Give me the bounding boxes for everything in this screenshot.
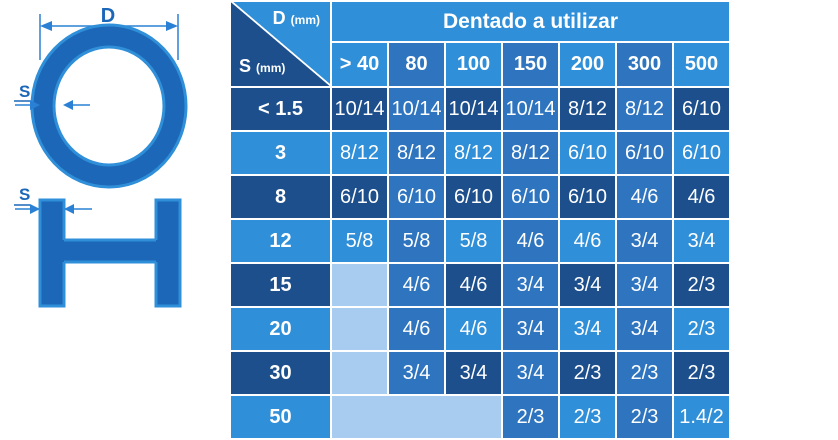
column-header: 150 (503, 43, 558, 86)
table-row: 15 4/6 4/6 3/4 3/4 3/4 2/3 (231, 264, 729, 306)
table-title: Dentado a utilizar (332, 2, 729, 41)
saw-tooth-table: D (mm) S (mm) Dentado a utilizar > 40 80 1… (229, 0, 731, 440)
value-cell: 3/4 (617, 220, 672, 262)
column-header: 500 (674, 43, 729, 86)
empty-cell (332, 264, 387, 306)
row-header: < 1.5 (231, 88, 330, 130)
value-cell: 6/10 (617, 132, 672, 174)
value-cell: 3/4 (560, 308, 615, 350)
value-cell: 3/4 (674, 220, 729, 262)
value-cell: 1.4/2 (674, 396, 729, 438)
value-cell: 3/4 (503, 264, 558, 306)
table-row: 12 5/8 5/8 5/8 4/6 4/6 3/4 3/4 (231, 220, 729, 262)
column-header: 200 (560, 43, 615, 86)
value-cell: 8/12 (332, 132, 387, 174)
value-cell: 8/12 (617, 88, 672, 130)
corner-s: S (mm) (239, 56, 286, 76)
value-cell: 10/14 (389, 88, 444, 130)
corner-d: D (mm) (272, 8, 320, 28)
profile-thickness-marker: S (14, 185, 92, 214)
empty-cell (332, 396, 501, 438)
value-cell: 2/3 (560, 352, 615, 394)
value-cell: 3/4 (389, 352, 444, 394)
h-profile (38, 198, 182, 308)
value-cell: 5/8 (332, 220, 387, 262)
row-header: 8 (231, 176, 330, 218)
value-cell: 6/10 (674, 132, 729, 174)
value-cell: 3/4 (503, 308, 558, 350)
corner-header: D (mm) S (mm) (231, 2, 330, 86)
value-cell: 6/10 (560, 176, 615, 218)
column-header: 100 (446, 43, 501, 86)
profile-thickness-label: S (19, 185, 30, 204)
row-header: 20 (231, 308, 330, 350)
tube-ring (30, 23, 188, 189)
table-row: 20 4/6 4/6 3/4 3/4 3/4 2/3 (231, 308, 729, 350)
value-cell: 6/10 (503, 176, 558, 218)
value-cell: 4/6 (560, 220, 615, 262)
value-cell: 5/8 (446, 220, 501, 262)
row-header: 50 (231, 396, 330, 438)
row-header: 12 (231, 220, 330, 262)
value-cell: 6/10 (560, 132, 615, 174)
value-cell: 3/4 (560, 264, 615, 306)
column-header: 80 (389, 43, 444, 86)
value-cell: 2/3 (617, 396, 672, 438)
value-cell: 2/3 (503, 396, 558, 438)
value-cell: 4/6 (446, 264, 501, 306)
value-cell: 8/12 (389, 132, 444, 174)
value-cell: 8/12 (503, 132, 558, 174)
value-cell: 6/10 (674, 88, 729, 130)
value-cell: 8/12 (446, 132, 501, 174)
value-cell: 4/6 (446, 308, 501, 350)
tube-thickness-marker: S (14, 82, 90, 110)
value-cell: 5/8 (389, 220, 444, 262)
column-header: > 40 (332, 43, 387, 86)
table-row: < 1.5 10/14 10/14 10/14 10/14 8/12 8/12 6/10 (231, 88, 729, 130)
value-cell: 2/3 (560, 396, 615, 438)
tube-thickness-label: S (19, 82, 30, 101)
value-cell: 8/12 (560, 88, 615, 130)
value-cell: 2/3 (674, 264, 729, 306)
value-cell: 3/4 (446, 352, 501, 394)
value-cell: 4/6 (617, 176, 672, 218)
value-cell: 4/6 (389, 264, 444, 306)
value-cell: 10/14 (332, 88, 387, 130)
value-cell: 6/10 (446, 176, 501, 218)
value-cell: 10/14 (446, 88, 501, 130)
value-cell: 3/4 (503, 352, 558, 394)
value-cell: 2/3 (674, 352, 729, 394)
table-row: 50 2/3 2/3 2/3 1.4/2 (231, 396, 729, 438)
value-cell: 2/3 (674, 308, 729, 350)
row-header: 15 (231, 264, 330, 306)
value-cell: 2/3 (617, 352, 672, 394)
value-cell: 10/14 (503, 88, 558, 130)
value-cell: 4/6 (674, 176, 729, 218)
column-header: 300 (617, 43, 672, 86)
empty-cell (332, 308, 387, 350)
value-cell: 6/10 (389, 176, 444, 218)
value-cell: 6/10 (332, 176, 387, 218)
empty-cell (332, 352, 387, 394)
value-cell: 4/6 (389, 308, 444, 350)
value-cell: 3/4 (617, 308, 672, 350)
value-cell: 4/6 (503, 220, 558, 262)
row-header: 3 (231, 132, 330, 174)
row-header: 30 (231, 352, 330, 394)
diameter-label: D (101, 5, 115, 27)
cross-section-diagram: D S S (14, 5, 188, 308)
table-row: 3 8/12 8/12 8/12 8/12 6/10 6/10 6/10 (231, 132, 729, 174)
value-cell: 3/4 (617, 264, 672, 306)
table-row: 8 6/10 6/10 6/10 6/10 6/10 4/6 4/6 (231, 176, 729, 218)
table-row: 30 3/4 3/4 3/4 2/3 2/3 2/3 (231, 352, 729, 394)
